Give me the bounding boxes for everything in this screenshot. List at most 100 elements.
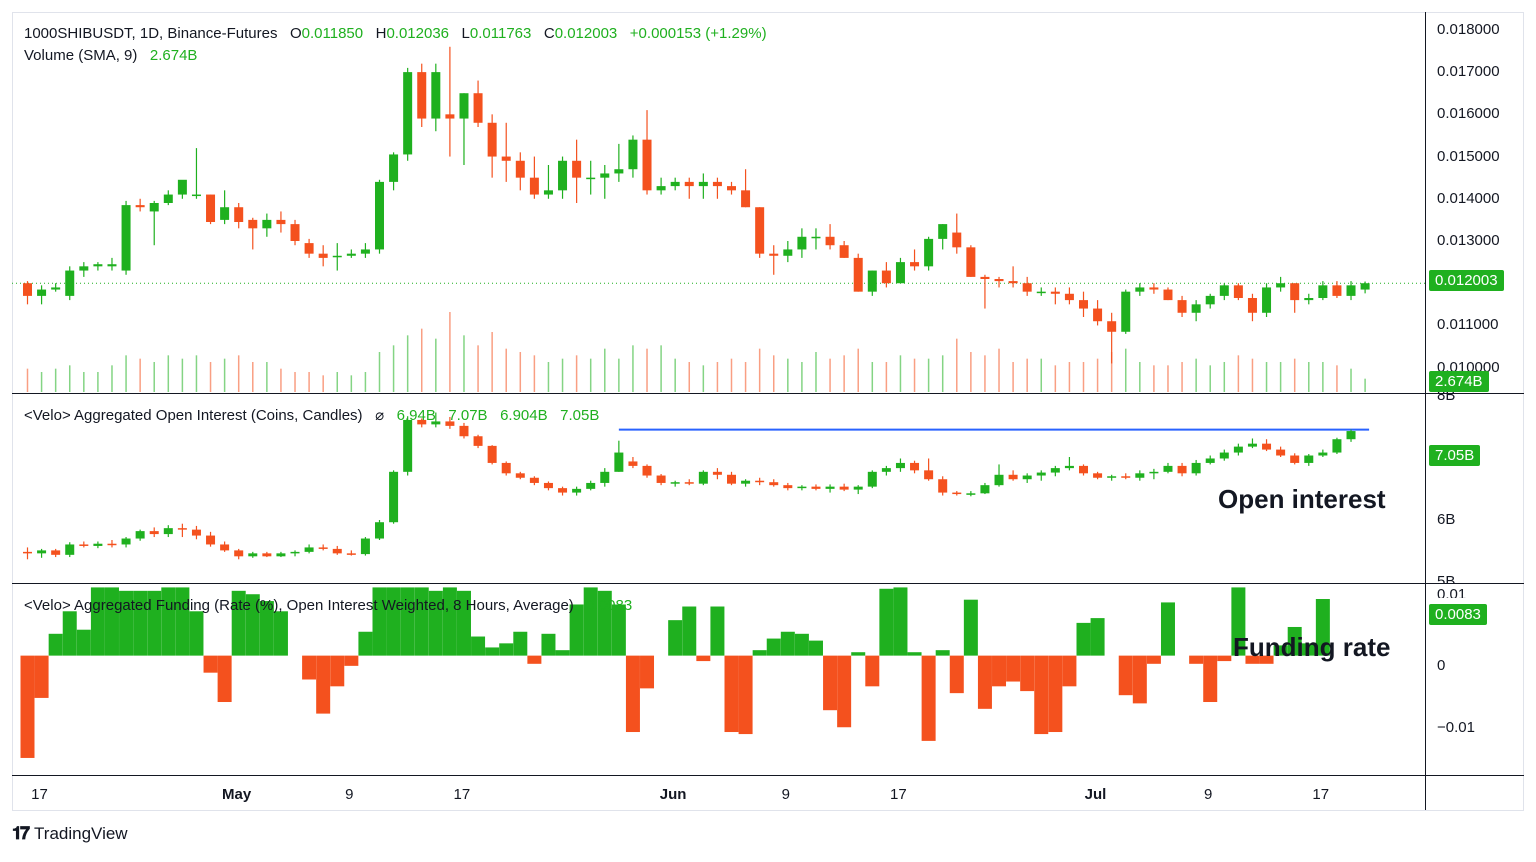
volume-bar (843, 355, 845, 392)
oi-candle (262, 553, 272, 557)
volume-bar (1153, 365, 1155, 392)
oi-candle (1121, 476, 1131, 478)
price-candle (1177, 300, 1187, 313)
volume-bar (68, 365, 71, 392)
funding-tick-0-01: 0.01 (1437, 586, 1467, 598)
price-candle (543, 190, 553, 195)
volume-bar (871, 362, 874, 392)
volume-bar (1279, 362, 1282, 392)
funding-bar (921, 655, 936, 741)
price-candle (220, 207, 230, 220)
open-interest-annotation: Open interest (1218, 484, 1386, 514)
oi-candle (1093, 473, 1103, 478)
price-candle (1346, 285, 1356, 296)
volume-bar (829, 358, 831, 392)
oi-candle (191, 529, 201, 536)
volume-bar (899, 355, 902, 392)
price-candle (191, 194, 201, 197)
price-candle (149, 203, 159, 212)
oi-candle (529, 477, 539, 483)
funding-bar (414, 587, 429, 656)
funding-bar (34, 655, 49, 698)
time-tick-label: 9 (1203, 786, 1213, 803)
volume-bar (195, 355, 198, 392)
funding-bar (48, 633, 63, 656)
volume-bar (54, 368, 57, 392)
oi-candle (107, 543, 117, 546)
volume-bar (674, 358, 676, 392)
price-candle (628, 139, 638, 170)
volume-bar (252, 362, 254, 392)
high-label: H (375, 25, 387, 42)
price-candle (79, 266, 89, 271)
volume-bar (350, 375, 353, 392)
oi-low: 6.904B (500, 407, 548, 424)
funding-bar (428, 590, 443, 656)
time-tick-label: May (222, 786, 252, 803)
oi-candle (1276, 449, 1286, 456)
volume-bar (1251, 358, 1254, 392)
volume-bar (26, 368, 29, 392)
volume-bar (449, 312, 451, 392)
oi-candle (966, 493, 976, 495)
volume-bar (618, 358, 620, 392)
volume-bar (1026, 358, 1028, 392)
volume-bar (1040, 358, 1043, 392)
oi-candle (135, 531, 145, 539)
volume-bar (787, 358, 789, 392)
price-candle (276, 219, 286, 225)
volume-bar (857, 348, 859, 392)
price-candle (163, 194, 173, 203)
funding-bar (485, 647, 500, 656)
volume-bar (392, 345, 395, 392)
volume-bar (83, 372, 85, 392)
funding-bar (893, 587, 908, 656)
oi-candle (473, 436, 483, 446)
time-tick-label: Jul (1084, 786, 1107, 803)
price-candle (1107, 321, 1117, 332)
funding-bar (794, 633, 809, 656)
oi-candle (304, 547, 314, 552)
volume-bar (336, 372, 339, 392)
volume-bar (294, 372, 296, 392)
oi-candle (346, 553, 356, 555)
high-value: 0.012036 (386, 25, 450, 42)
volume-bar (956, 338, 958, 392)
volume-value: 2.674B (149, 47, 198, 64)
funding-bar (147, 590, 162, 656)
funding-last-tag: 0.0083 (1429, 604, 1487, 625)
price-candle (23, 283, 32, 296)
volume-bar (435, 338, 437, 392)
price-candle (1064, 293, 1074, 301)
price-tick-label: 0.013000 (1437, 232, 1500, 249)
price-candle (1219, 285, 1229, 296)
funding-value: 0.0083 (586, 597, 633, 614)
oi-candle (1079, 465, 1088, 474)
volume-bar (1082, 362, 1085, 392)
price-candle (1163, 289, 1173, 301)
price-candle (783, 249, 793, 256)
funding-bar (1020, 655, 1035, 692)
price-candle (445, 114, 455, 119)
volume-bar (125, 355, 127, 392)
funding-bar (1203, 655, 1218, 703)
price-candle (1135, 287, 1145, 292)
oi-candle (1149, 471, 1159, 474)
funding-bar (766, 638, 781, 656)
funding-bar (1132, 655, 1147, 704)
price-candle (1304, 298, 1314, 301)
oi-candle (572, 488, 582, 493)
funding-bar (456, 590, 471, 656)
price-candle (1262, 287, 1272, 313)
funding-bar (133, 590, 148, 656)
funding-bar (273, 611, 288, 656)
oi-candle (811, 486, 821, 489)
oi-candle (769, 482, 779, 486)
funding-bar (1259, 655, 1274, 664)
oi-candle (1036, 472, 1046, 476)
open-value: 0.011850 (301, 25, 364, 42)
oi-candle (220, 544, 230, 551)
volume-bar (167, 355, 170, 392)
funding-bar (907, 652, 922, 656)
